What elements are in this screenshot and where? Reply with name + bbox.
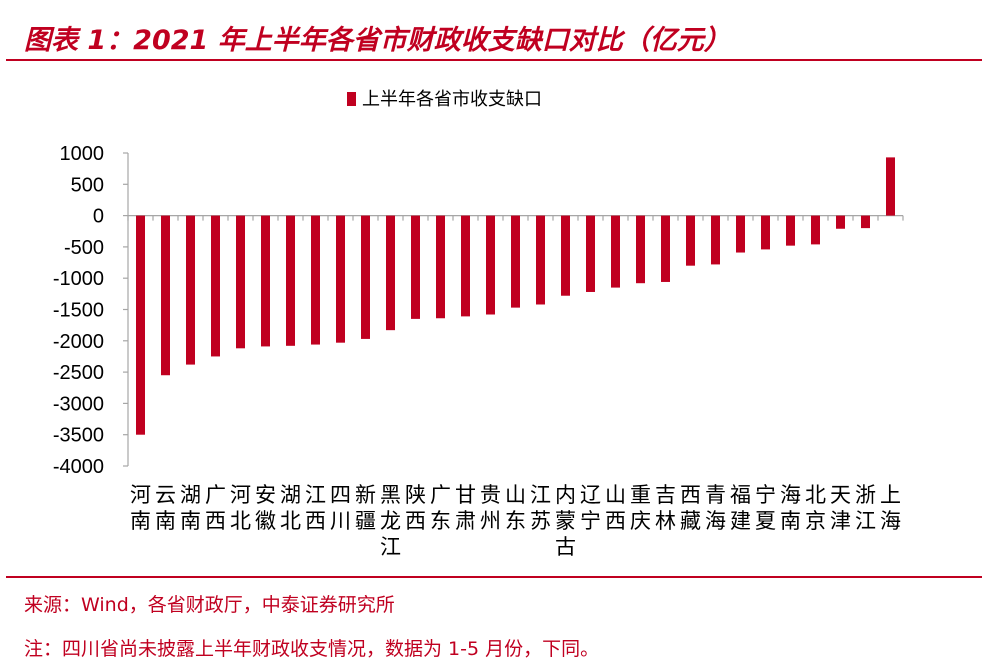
y-tick-label: 0 <box>93 206 104 228</box>
bar-河南 <box>136 215 145 435</box>
bar-天津 <box>836 215 845 229</box>
bar-河北 <box>236 215 245 349</box>
bar-广西 <box>211 215 220 357</box>
bar-江苏 <box>536 215 545 305</box>
bar-安徽 <box>261 215 270 347</box>
bar-云南 <box>161 215 170 376</box>
x-label-广东: 广东 <box>430 483 451 533</box>
bar-上海 <box>886 157 895 216</box>
footnote: 注：四川省尚未披露上半年财政收支情况，数据为 1-5 月份，下同。 <box>24 638 600 660</box>
x-label-云南: 云南 <box>155 483 176 533</box>
bar-吉林 <box>661 215 670 282</box>
x-label-天津: 天津 <box>830 483 851 533</box>
x-label-安徽: 安徽 <box>255 483 276 533</box>
legend-swatch <box>347 92 356 106</box>
bar-湖北 <box>286 215 295 346</box>
bar-江西 <box>311 215 320 345</box>
bar-西藏 <box>686 215 695 266</box>
y-tick-label: -2000 <box>53 331 104 353</box>
y-tick-label: -1500 <box>53 300 104 322</box>
x-label-西藏: 西藏 <box>680 483 701 533</box>
bar-海南 <box>786 215 795 246</box>
bar-陕西 <box>411 215 420 319</box>
y-tick-label: -500 <box>64 237 104 259</box>
bar-浙江 <box>861 215 870 229</box>
source-note: 来源：Wind，各省财政厅，中泰证券研究所 <box>24 594 395 616</box>
x-label-北京: 北京 <box>805 483 826 533</box>
bar-内蒙古 <box>561 215 570 296</box>
bar-新疆 <box>361 215 370 339</box>
y-tick-label: -1000 <box>53 268 104 290</box>
x-label-江西: 江西 <box>305 483 326 533</box>
x-label-贵州: 贵州 <box>480 483 501 533</box>
x-label-海南: 海南 <box>780 483 801 533</box>
title-divider <box>6 59 982 61</box>
x-label-上海: 上海 <box>880 483 901 533</box>
bar-重庆 <box>636 215 645 284</box>
bar-青海 <box>711 215 720 265</box>
bar-辽宁 <box>586 215 595 292</box>
y-tick-label: -4000 <box>53 456 104 478</box>
bar-宁夏 <box>761 215 770 250</box>
bar-湖南 <box>186 215 195 365</box>
y-tick-label: -3000 <box>53 393 104 415</box>
bar-广东 <box>436 215 445 319</box>
y-tick-label: -2500 <box>53 362 104 384</box>
bar-贵州 <box>486 215 495 315</box>
x-label-浙江: 浙江 <box>855 483 876 533</box>
bar-北京 <box>811 215 820 245</box>
bar-四川 <box>336 215 345 343</box>
x-label-宁夏: 宁夏 <box>755 483 776 533</box>
y-axis: 1000 500 0 -500 -1000 -1500 -2000 -2500 -3000 -35… <box>53 143 129 478</box>
chart-legend: 上半年各省市收支缺口 <box>347 89 542 110</box>
x-label-内蒙古: 内蒙古 <box>555 483 576 559</box>
x-label-新疆: 新疆 <box>355 483 376 533</box>
x-tick-labels: 河南云南湖南广西河北安徽湖北江西四川新疆黑龙江陕西广东甘肃贵州山东江苏内蒙古辽宁… <box>130 483 901 559</box>
bar-山东 <box>511 215 520 308</box>
x-label-河南: 河南 <box>130 483 151 533</box>
x-label-山西: 山西 <box>605 483 626 533</box>
bar-甘肃 <box>461 215 470 317</box>
x-label-四川: 四川 <box>330 483 351 533</box>
x-label-山东: 山东 <box>505 483 526 533</box>
x-label-福建: 福建 <box>730 483 751 533</box>
x-label-湖北: 湖北 <box>280 483 301 533</box>
bar-黑龙江 <box>386 215 395 331</box>
y-tick-label: -3500 <box>53 425 104 447</box>
x-label-陕西: 陕西 <box>405 483 426 533</box>
bar-山西 <box>611 215 620 288</box>
x-label-湖南: 湖南 <box>180 483 201 533</box>
y-tick-label: 500 <box>71 174 104 196</box>
x-label-甘肃: 甘肃 <box>455 483 476 533</box>
bar-福建 <box>736 215 745 253</box>
y-tick-label: 1000 <box>60 143 105 165</box>
footer-divider <box>6 576 982 578</box>
bar-series <box>136 157 895 435</box>
x-label-江苏: 江苏 <box>530 483 551 533</box>
x-label-吉林: 吉林 <box>655 483 676 533</box>
x-label-青海: 青海 <box>705 483 726 533</box>
x-label-重庆: 重庆 <box>630 483 651 533</box>
bar-chart: 上半年各省市收支缺口 1000 500 0 -500 -1000 -1500 -2000 -2… <box>53 89 904 559</box>
x-label-辽宁: 辽宁 <box>580 483 601 533</box>
x-label-河北: 河北 <box>230 483 251 533</box>
legend-label: 上半年各省市收支缺口 <box>362 89 542 110</box>
x-label-广西: 广西 <box>205 483 226 533</box>
figure-title: 图表 1：2021 年上半年各省市财政收支缺口对比（亿元） <box>24 25 731 56</box>
x-label-黑龙江: 黑龙江 <box>380 483 401 559</box>
